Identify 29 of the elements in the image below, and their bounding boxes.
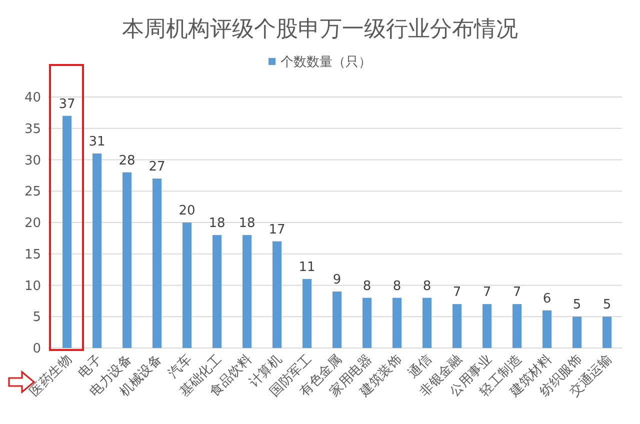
- data-label: 7: [512, 285, 522, 300]
- data-label: 5: [572, 298, 582, 313]
- data-label: 7: [452, 285, 462, 300]
- data-label: 6: [542, 291, 552, 306]
- data-label: 5: [602, 298, 612, 313]
- data-label: 9: [332, 272, 342, 288]
- y-tick-label: 15: [24, 247, 41, 262]
- data-label: 18: [208, 216, 226, 232]
- data-label: 27: [148, 160, 166, 175]
- data-label: 8: [362, 278, 372, 294]
- legend-label: 个数数量（只）: [280, 55, 372, 70]
- y-tick-label: 35: [24, 122, 41, 137]
- data-label: 18: [238, 216, 256, 232]
- data-label: 37: [58, 96, 76, 112]
- data-label: 28: [118, 153, 136, 168]
- y-tick-label: 30: [24, 153, 41, 168]
- y-tick-label: 5: [32, 310, 41, 326]
- y-tick-label: 10: [24, 278, 41, 294]
- data-label: 31: [88, 134, 106, 150]
- y-tick-label: 25: [24, 184, 41, 200]
- data-label: 11: [298, 260, 316, 275]
- data-label: 7: [482, 285, 492, 300]
- data-label: 17: [268, 222, 286, 238]
- y-tick-label: 20: [24, 216, 41, 231]
- y-tick-label: 40: [24, 90, 41, 106]
- data-label: 8: [422, 278, 432, 294]
- title: 本周机构评级个股申万一级行业分布情况: [122, 17, 518, 42]
- data-label: 20: [178, 204, 196, 218]
- data-label: 8: [392, 278, 402, 294]
